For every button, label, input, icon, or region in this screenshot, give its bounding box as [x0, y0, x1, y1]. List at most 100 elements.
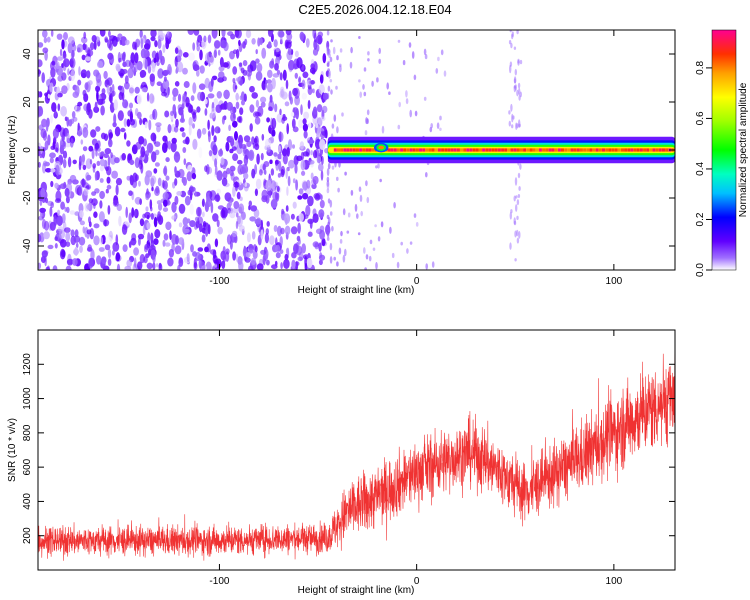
noise-blob: [280, 262, 283, 270]
noise-blob: [62, 158, 67, 169]
noise-blob: [267, 82, 273, 93]
signal-core: [665, 148, 669, 152]
signal-core: [362, 148, 366, 152]
noise-blob: [415, 222, 419, 227]
noise-blob: [336, 55, 339, 61]
noise-blob: [157, 177, 162, 187]
noise-blob: [241, 99, 245, 106]
noise-blob: [89, 42, 95, 51]
noise-blob: [211, 125, 215, 137]
noise-blob: [233, 201, 240, 209]
noise-blob: [256, 153, 260, 165]
noise-blob: [233, 181, 240, 188]
noise-blob: [312, 241, 319, 248]
noise-blob: [319, 139, 326, 150]
noise-blob: [320, 116, 326, 122]
noise-blob: [281, 208, 285, 215]
noise-blob: [95, 150, 98, 157]
signal-core: [652, 148, 656, 152]
noise-blob: [214, 158, 218, 168]
noise-blob: [218, 149, 224, 157]
noise-blob: [217, 127, 221, 134]
noise-blob: [61, 72, 67, 81]
colorbar-tick-label: 0.6: [695, 111, 706, 125]
noise-blob: [40, 187, 46, 198]
noise-blob: [216, 188, 222, 195]
noise-blob: [329, 256, 333, 264]
noise-blob: [183, 228, 190, 234]
noise-blob: [86, 229, 92, 235]
noise-blob: [198, 147, 203, 159]
noise-blob: [298, 213, 304, 222]
noise-blob: [89, 159, 93, 165]
noise-blob: [222, 62, 229, 68]
noise-blob: [271, 264, 278, 270]
signal-core: [592, 148, 596, 152]
noise-blob: [101, 88, 106, 95]
x-tick-label: 100: [606, 576, 623, 587]
noise-blob: [194, 190, 197, 197]
noise-blob: [290, 213, 295, 220]
noise-blob: [302, 123, 308, 132]
noise-blob: [331, 225, 334, 232]
noise-blob: [252, 250, 258, 259]
noise-blob: [254, 188, 258, 197]
noise-blob: [197, 91, 203, 101]
noise-blob: [107, 39, 112, 49]
signal-core: [456, 148, 460, 152]
snr-y-axis-label: SNR (10 * v/v): [7, 418, 18, 482]
noise-blob: [335, 85, 338, 90]
noise-blob: [182, 147, 187, 153]
noise-blob: [41, 250, 48, 258]
noise-blob: [90, 249, 95, 261]
noise-blob: [234, 131, 238, 141]
noise-blob: [192, 64, 200, 72]
noise-blob: [302, 71, 309, 79]
noise-blob: [198, 223, 203, 233]
noise-blob: [167, 124, 172, 134]
noise-blob: [137, 233, 145, 240]
noise-blob: [66, 258, 74, 266]
noise-blob: [135, 38, 141, 48]
noise-blob: [327, 221, 330, 227]
noise-blob: [279, 72, 283, 81]
noise-blob: [50, 114, 53, 124]
noise-blob: [61, 85, 68, 94]
noise-blob: [238, 225, 245, 232]
signal-core: [595, 148, 599, 152]
noise-blob: [255, 71, 263, 81]
noise-blob: [188, 116, 193, 127]
signal-core: [494, 148, 498, 152]
noise-blob: [128, 85, 135, 96]
noise-blob: [212, 144, 218, 156]
noise-blob: [302, 192, 309, 200]
noise-blob: [440, 49, 444, 56]
noise-blob: [125, 206, 128, 218]
noise-blob: [253, 137, 258, 144]
noise-blob: [86, 70, 91, 79]
noise-blob: [164, 138, 169, 150]
colorbar-tick-label: 0.8: [695, 61, 706, 75]
noise-blob: [139, 198, 143, 205]
signal-bump: [378, 145, 385, 150]
noise-blob: [71, 49, 75, 58]
noise-blob: [81, 36, 88, 44]
noise-blob: [374, 224, 377, 228]
noise-blob: [251, 168, 256, 179]
noise-blob: [365, 117, 368, 125]
signal-core: [387, 148, 391, 152]
noise-blob: [250, 205, 258, 212]
noise-blob: [232, 185, 236, 197]
noise-blob: [213, 98, 219, 106]
noise-blob: [145, 194, 150, 201]
noise-blob: [245, 252, 251, 258]
signal-core: [396, 148, 400, 152]
noise-blob: [67, 42, 73, 54]
noise-blob: [312, 88, 315, 94]
noise-blob: [363, 247, 366, 254]
noise-blob: [124, 81, 130, 90]
noise-blob: [366, 109, 370, 116]
noise-blob: [277, 153, 283, 160]
noise-blob: [182, 217, 189, 226]
noise-blob: [514, 177, 518, 186]
